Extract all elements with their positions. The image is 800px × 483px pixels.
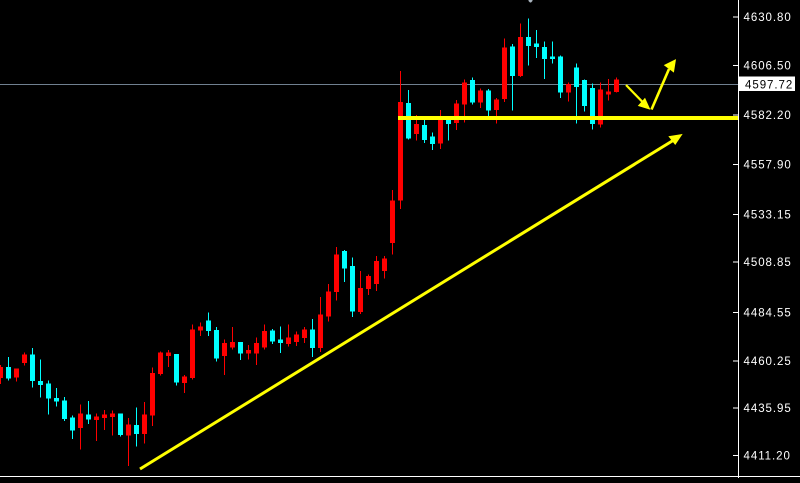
svg-text:4435.95: 4435.95 xyxy=(744,403,792,415)
svg-text:4630.80: 4630.80 xyxy=(744,12,792,24)
svg-text:4557.90: 4557.90 xyxy=(744,160,792,172)
svg-text:4411.20: 4411.20 xyxy=(744,450,791,462)
svg-text:4460.25: 4460.25 xyxy=(744,356,792,368)
svg-text:4508.85: 4508.85 xyxy=(744,257,792,269)
svg-text:4582.20: 4582.20 xyxy=(744,110,792,122)
svg-text:4533.15: 4533.15 xyxy=(744,209,792,221)
svg-text:4606.50: 4606.50 xyxy=(744,61,792,73)
svg-text:4597.72: 4597.72 xyxy=(745,79,793,91)
svg-text:4484.55: 4484.55 xyxy=(744,307,792,319)
